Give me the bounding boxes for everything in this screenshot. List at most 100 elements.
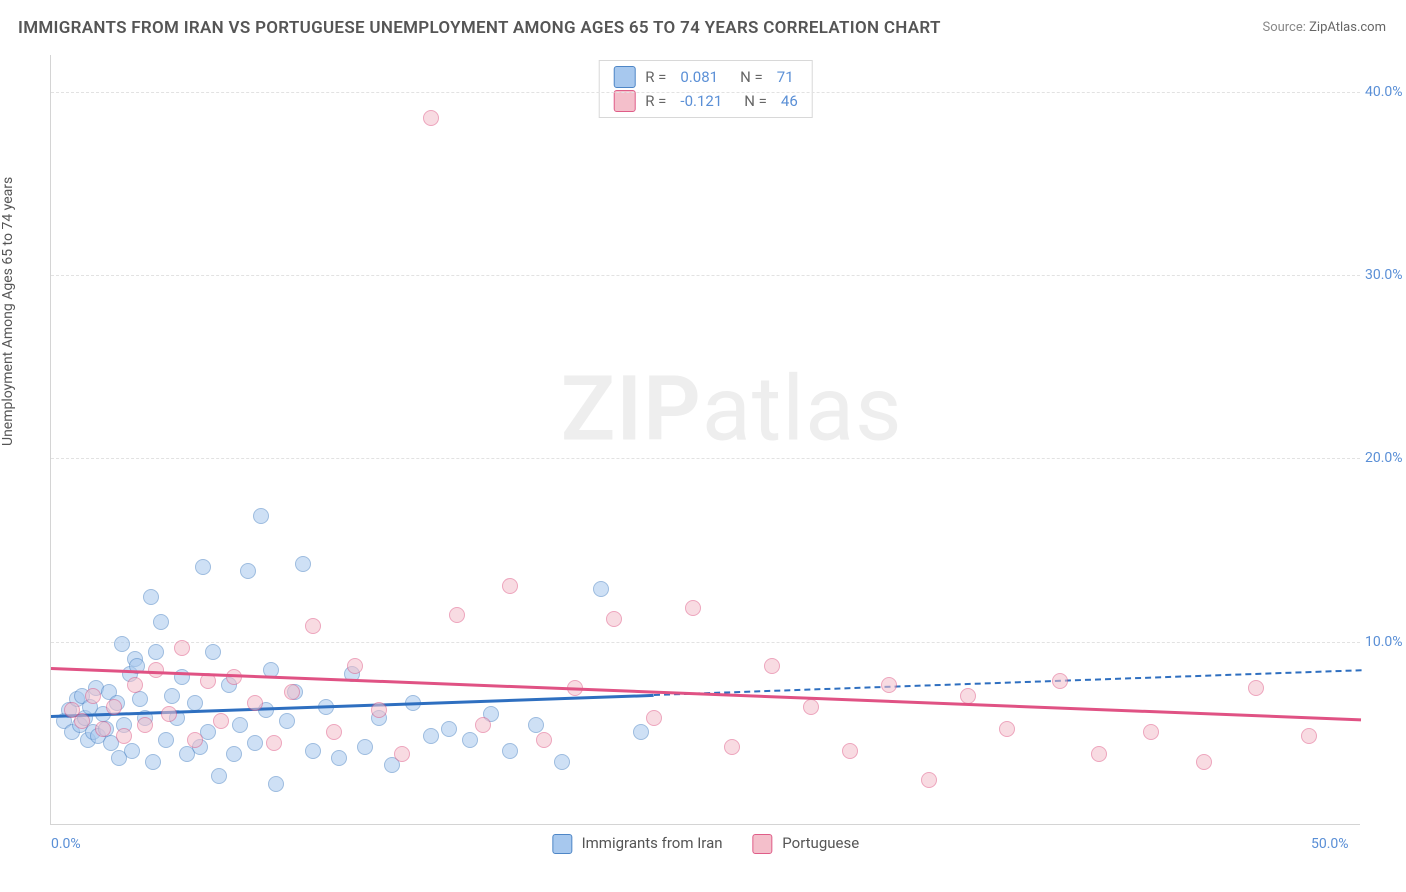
scatter-point: [1301, 728, 1317, 744]
scatter-point: [326, 724, 342, 740]
x-tick-label: 0.0%: [51, 836, 81, 852]
watermark-zip: ZIP: [561, 356, 702, 461]
y-tick-label: 20.0%: [1365, 450, 1406, 466]
scatter-point: [1143, 724, 1159, 740]
legend-n-value-1: 71: [777, 65, 794, 89]
scatter-point: [158, 732, 174, 748]
scatter-point: [536, 732, 552, 748]
y-axis-label: Unemployment Among Ages 65 to 74 years: [0, 177, 16, 446]
scatter-point: [85, 688, 101, 704]
scatter-point: [106, 699, 122, 715]
scatter-point: [74, 713, 90, 729]
legend-r-label-1: R =: [645, 65, 666, 89]
scatter-point: [145, 754, 161, 770]
series-legend: Immigrants from Iran Portuguese: [552, 834, 859, 854]
legend-bottom-label-2: Portuguese: [782, 834, 859, 852]
scatter-point: [114, 636, 130, 652]
scatter-point: [1091, 746, 1107, 762]
scatter-point: [449, 607, 465, 623]
scatter-point: [357, 739, 373, 755]
scatter-point: [999, 721, 1015, 737]
gridline: [51, 642, 1360, 643]
scatter-point: [232, 717, 248, 733]
scatter-point: [1196, 754, 1212, 770]
scatter-point: [423, 110, 439, 126]
scatter-point: [881, 677, 897, 693]
scatter-point: [195, 559, 211, 575]
scatter-point: [371, 702, 387, 718]
scatter-point: [279, 713, 295, 729]
scatter-point: [247, 735, 263, 751]
legend-bottom-swatch-2: [753, 834, 773, 854]
y-tick-label: 30.0%: [1365, 267, 1406, 283]
scatter-point: [284, 684, 300, 700]
source-attribution: Source: ZipAtlas.com: [1262, 20, 1386, 35]
y-tick-label: 10.0%: [1365, 634, 1406, 650]
gridline: [51, 275, 1360, 276]
scatter-point: [764, 658, 780, 674]
legend-bottom-label-1: Immigrants from Iran: [582, 834, 723, 852]
scatter-point: [116, 728, 132, 744]
legend-r-value-1: 0.081: [680, 65, 718, 89]
scatter-point: [226, 746, 242, 762]
chart-title: IMMIGRANTS FROM IRAN VS PORTUGUESE UNEMP…: [18, 18, 941, 38]
scatter-point: [124, 743, 140, 759]
legend-swatch-series-1: [613, 66, 635, 88]
y-tick-label: 40.0%: [1365, 84, 1406, 100]
scatter-point: [305, 743, 321, 759]
scatter-point: [606, 611, 622, 627]
source-site: ZipAtlas.com: [1309, 20, 1386, 35]
scatter-point: [502, 578, 518, 594]
scatter-point: [148, 644, 164, 660]
scatter-point: [174, 640, 190, 656]
scatter-plot-area: ZIPatlas R = 0.081 N = 71 R = -0.121 N =…: [50, 55, 1360, 825]
watermark: ZIPatlas: [561, 356, 903, 461]
scatter-point: [153, 614, 169, 630]
x-tick-label: 50.0%: [1311, 836, 1349, 852]
scatter-point: [240, 563, 256, 579]
legend-row-series-1: R = 0.081 N = 71: [613, 65, 798, 89]
scatter-point: [132, 691, 148, 707]
scatter-point: [143, 589, 159, 605]
legend-item-1: Immigrants from Iran: [552, 834, 723, 854]
scatter-point: [295, 556, 311, 572]
legend-bottom-swatch-1: [552, 834, 572, 854]
scatter-point: [187, 695, 203, 711]
scatter-point: [441, 721, 457, 737]
scatter-point: [253, 508, 269, 524]
scatter-point: [161, 706, 177, 722]
scatter-point: [803, 699, 819, 715]
watermark-atlas: atlas: [702, 356, 903, 461]
scatter-point: [475, 717, 491, 733]
scatter-point: [462, 732, 478, 748]
scatter-point: [633, 724, 649, 740]
correlation-legend: R = 0.081 N = 71 R = -0.121 N = 46: [598, 60, 813, 118]
scatter-point: [266, 735, 282, 751]
scatter-point: [1248, 680, 1264, 696]
scatter-point: [127, 677, 143, 693]
scatter-point: [593, 581, 609, 597]
scatter-point: [685, 600, 701, 616]
legend-n-label-1: N =: [740, 65, 763, 89]
gridline: [51, 458, 1360, 459]
gridline: [51, 92, 1360, 93]
scatter-point: [205, 644, 221, 660]
scatter-point: [842, 743, 858, 759]
scatter-point: [724, 739, 740, 755]
scatter-point: [95, 721, 111, 737]
source-label: Source:: [1262, 20, 1309, 35]
scatter-point: [347, 658, 363, 674]
scatter-point: [554, 754, 570, 770]
scatter-point: [423, 728, 439, 744]
scatter-point: [247, 695, 263, 711]
legend-item-2: Portuguese: [753, 834, 860, 854]
scatter-point: [1052, 673, 1068, 689]
scatter-point: [268, 776, 284, 792]
scatter-point: [502, 743, 518, 759]
scatter-point: [164, 688, 180, 704]
scatter-point: [187, 732, 203, 748]
legend-swatch-series-2: [613, 90, 635, 112]
scatter-point: [331, 750, 347, 766]
scatter-point: [921, 772, 937, 788]
scatter-point: [960, 688, 976, 704]
